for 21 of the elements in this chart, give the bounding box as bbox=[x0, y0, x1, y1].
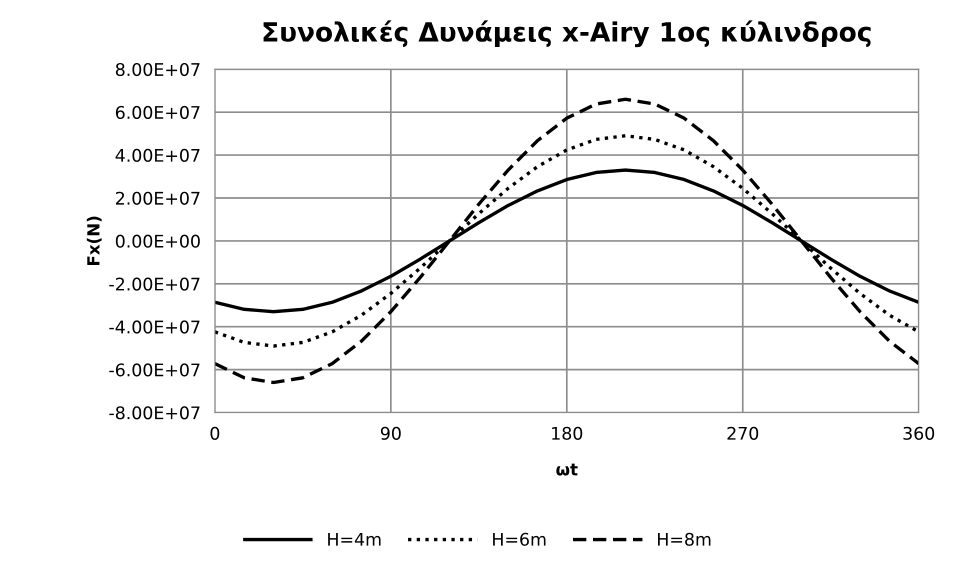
x-tick-label: 180 bbox=[552, 426, 582, 440]
line-series bbox=[214, 98, 919, 384]
y-tick-label: -6.00E+07 bbox=[109, 363, 200, 376]
y-tick-label: 6.00E+07 bbox=[116, 106, 200, 119]
x-tick-label: 270 bbox=[727, 426, 758, 440]
y-axis-title: Fx(N) bbox=[86, 216, 102, 266]
y-tick-label: 0.00E+00 bbox=[116, 234, 200, 248]
x-tick-label: 360 bbox=[903, 426, 934, 440]
legend-label: H=4m bbox=[328, 532, 381, 546]
y-tick-label: 2.00E+07 bbox=[116, 192, 200, 205]
x-tick-label: 0 bbox=[210, 426, 220, 440]
y-tick-label: 8.00E+07 bbox=[116, 62, 200, 76]
legend-label: H=6m bbox=[493, 532, 546, 546]
legend-label: H=8m bbox=[658, 532, 710, 546]
y-tick-label: -4.00E+07 bbox=[109, 320, 200, 334]
x-tick-label: 90 bbox=[380, 426, 401, 440]
y-tick-label: -8.00E+07 bbox=[109, 406, 200, 420]
y-tick-label: 4.00E+07 bbox=[116, 148, 200, 162]
x-axis-title: ωt bbox=[556, 464, 578, 476]
y-tick-label: -2.00E+07 bbox=[109, 278, 200, 291]
chart-title: Συνολικές Δυνάμεις x-Airy 1ος κύλινδρος bbox=[264, 20, 871, 48]
